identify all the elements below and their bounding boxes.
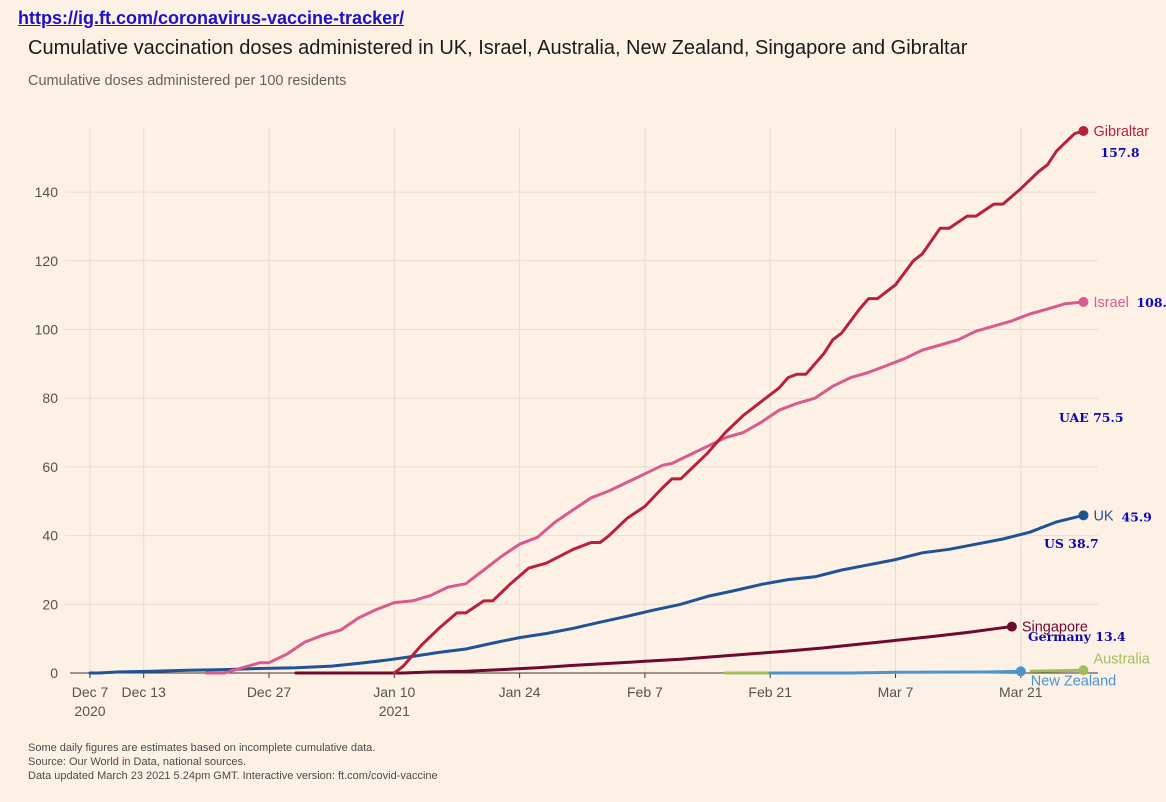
chart-footer: Some daily figures are estimates based o… <box>28 741 438 783</box>
y-tick-label: 20 <box>42 596 58 612</box>
series-label-australia: Australia <box>1093 651 1150 667</box>
end-marker-singapore <box>1006 621 1017 632</box>
end-marker-israel <box>1078 297 1089 308</box>
series-label-israel: Israel <box>1093 295 1128 311</box>
x-tick-label: Mar 7 <box>878 684 914 700</box>
chart-title: Cumulative vaccination doses administere… <box>28 37 968 59</box>
x-tick-label: Mar 21 <box>999 684 1043 700</box>
chart-subtitle: Cumulative doses administered per 100 re… <box>28 73 347 89</box>
end-marker-uk <box>1078 510 1089 521</box>
footer-source: Source: Our World in Data, national sour… <box>28 756 247 768</box>
x-tick-label: Dec 13 <box>122 684 167 700</box>
annotation-uae: UAE 75.5 <box>1059 410 1124 425</box>
series-value-israel: 108.0 <box>1136 295 1166 310</box>
x-tick-label: Jan 10 <box>373 684 415 700</box>
y-tick-label: 0 <box>50 665 58 681</box>
series-line-gibraltar <box>392 129 1085 675</box>
y-tick-label: 60 <box>42 459 58 475</box>
series-label-singapore: Singapore <box>1022 620 1088 636</box>
series-value-gibraltar: 157.8 <box>1100 145 1139 160</box>
x-tick-label: Dec 7 <box>72 684 109 700</box>
annotation-us: US 38.7 <box>1044 536 1099 551</box>
x-tick-label: Feb 21 <box>748 684 792 700</box>
footer-note: Some daily figures are estimates based o… <box>28 742 376 754</box>
x-tick-label: Dec 27 <box>247 684 292 700</box>
series-line-israel <box>204 300 1085 675</box>
footer-updated: Data updated March 23 2021 5.24pm GMT. I… <box>28 770 438 782</box>
series-line-uk <box>88 513 1085 675</box>
y-tick-label: 100 <box>35 322 59 338</box>
line-chart: 0 20 40 60 80 100 120 140 Dec 7 2020 Dec 13 Dec 27 J… <box>35 124 1166 719</box>
series-label-uk: UK <box>1093 508 1113 524</box>
x-tick-year-label: 2021 <box>379 703 410 719</box>
y-tick-label: 40 <box>42 528 58 544</box>
end-marker-australia <box>1078 665 1089 676</box>
series-line-singapore <box>294 625 1014 675</box>
series-line-new-zealand <box>768 669 1023 675</box>
source-url[interactable]: https://ig.ft.com/coronavirus-vaccine-tr… <box>18 8 405 28</box>
series-label-gibraltar: Gibraltar <box>1093 124 1149 140</box>
series-label-new-zealand: New Zealand <box>1031 673 1116 689</box>
series-line-australia-recent <box>1029 668 1084 673</box>
y-tick-label: 140 <box>35 184 59 200</box>
x-tick-year-label: 2020 <box>74 703 105 719</box>
end-marker-new-zealand <box>1015 666 1026 677</box>
x-tick-label: Feb 7 <box>627 684 663 700</box>
series-value-uk: 45.9 <box>1121 509 1151 524</box>
x-tick-label: Jan 24 <box>499 684 541 700</box>
y-tick-label: 120 <box>35 253 59 269</box>
end-marker-gibraltar <box>1078 125 1089 136</box>
annotation-germany: Germany 13.4 <box>1028 629 1126 644</box>
y-tick-label: 80 <box>42 390 58 406</box>
